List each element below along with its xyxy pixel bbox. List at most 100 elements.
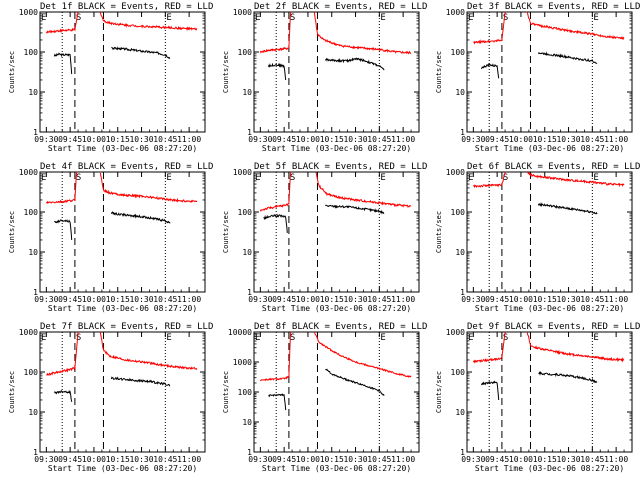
- x-axis-label: Start Time (03-Dec-06 08:27:20): [262, 304, 411, 313]
- x-tick-label: 10:15: [106, 295, 130, 304]
- x-tick-label: 10:45: [580, 135, 604, 144]
- x-axis-label: Start Time (03-Dec-06 08:27:20): [48, 144, 197, 153]
- series-lld-line: [313, 12, 412, 55]
- plot-frame: [39, 171, 206, 293]
- marker-label-start: E: [41, 333, 46, 343]
- x-tick-label: 09:30: [34, 295, 58, 304]
- series-lld-line: [46, 332, 79, 377]
- panel-det-3: Det 3f BLACK = Events, RED = LLD Counts/s…: [435, 2, 640, 153]
- panel-title: Det 2f BLACK = Events, RED = LLD: [254, 2, 427, 12]
- x-tick-label: 09:30: [248, 295, 272, 304]
- panel-title: Det 9f BLACK = Events, RED = LLD: [467, 322, 640, 332]
- y-tick-label: 1: [33, 128, 38, 137]
- y-axis-label: Counts/sec: [222, 371, 230, 413]
- y-tick-label: 10: [242, 418, 252, 427]
- x-tick-label: 10:45: [367, 295, 391, 304]
- y-tick-label: 100: [24, 368, 39, 377]
- series-lld-line: [99, 172, 198, 203]
- y-tick-label: 10: [28, 88, 38, 97]
- x-tick-label: 10:15: [533, 455, 557, 464]
- series-lld-line: [259, 172, 291, 212]
- y-tick-label: 1000: [19, 168, 38, 177]
- panel-det-5: Det 5f BLACK = Events, RED = LLD Counts/s…: [222, 162, 427, 313]
- x-tick-label: 11:00: [604, 135, 628, 144]
- x-tick-label: 10:15: [320, 455, 344, 464]
- y-tick-label: 1: [460, 288, 465, 297]
- plot-frame: [466, 331, 633, 453]
- marker-label-mid: S: [503, 13, 508, 23]
- x-tick-label: 10:45: [367, 455, 391, 464]
- series-lld-line: [315, 172, 412, 208]
- marker-label-mid: S: [290, 13, 295, 23]
- y-axis-label: Counts/sec: [435, 371, 443, 413]
- y-tick-label: 1000: [446, 168, 465, 177]
- x-axis-label: Start Time (03-Dec-06 08:27:20): [262, 144, 411, 153]
- panel-det-7: Det 7f BLACK = Events, RED = LLD Counts/s…: [8, 322, 213, 473]
- series-lld-line: [526, 12, 625, 41]
- x-tick-label: 11:00: [391, 135, 415, 144]
- x-tick-label: 09:45: [58, 295, 82, 304]
- series-lld-line: [259, 332, 291, 382]
- marker-label-start: E: [41, 173, 46, 183]
- x-tick-label: 11:00: [177, 135, 201, 144]
- x-tick-label: 10:30: [129, 455, 153, 464]
- x-axis-label: Start Time (03-Dec-06 08:27:20): [475, 304, 624, 313]
- series-lld-line: [45, 172, 77, 204]
- panel-det-9: Det 9f BLACK = Events, RED = LLD Counts/s…: [435, 322, 640, 473]
- marker-label-end: E: [380, 13, 385, 23]
- x-tick-label: 10:30: [556, 455, 580, 464]
- plot-frame: [253, 11, 420, 133]
- x-tick-label: 10:15: [106, 135, 130, 144]
- marker-label-start: E: [468, 13, 473, 23]
- y-tick-label: 100: [451, 208, 466, 217]
- marker-label-end: E: [593, 333, 598, 343]
- y-tick-label: 1000: [19, 8, 38, 17]
- series-events-line: [537, 51, 598, 64]
- y-tick-label: 1000: [446, 8, 465, 17]
- x-axis-label: Start Time (03-Dec-06 08:27:20): [48, 464, 197, 473]
- x-tick-label: 10:00: [296, 455, 320, 464]
- x-tick-label: 09:45: [58, 455, 82, 464]
- y-axis-label: Counts/sec: [8, 51, 16, 93]
- x-tick-label: 10:45: [153, 295, 177, 304]
- marker-label-start: E: [468, 173, 473, 183]
- y-tick-label: 1000: [446, 328, 465, 337]
- x-axis-label: Start Time (03-Dec-06 08:27:20): [262, 464, 411, 473]
- x-tick-label: 09:45: [485, 455, 509, 464]
- panel-title: Det 8f BLACK = Events, RED = LLD: [254, 322, 427, 332]
- panel-det-6: Det 6f BLACK = Events, RED = LLD Counts/s…: [435, 162, 640, 313]
- marker-label-end: E: [380, 333, 385, 343]
- series-lld-line: [527, 172, 625, 188]
- series-events-line: [263, 213, 288, 233]
- y-axis-label: Counts/sec: [435, 211, 443, 253]
- x-tick-label: 09:30: [248, 455, 272, 464]
- y-tick-label: 1: [33, 448, 38, 457]
- x-tick-label: 09:45: [272, 135, 296, 144]
- panel-title: Det 6f BLACK = Events, RED = LLD: [467, 162, 640, 172]
- y-tick-label: 1: [460, 128, 465, 137]
- panel-det-2: Det 2f BLACK = Events, RED = LLD Counts/s…: [222, 2, 427, 153]
- series-events-line: [324, 57, 385, 71]
- x-tick-label: 09:45: [485, 135, 509, 144]
- marker-label-end: E: [593, 173, 598, 183]
- y-axis-label: Counts/sec: [222, 51, 230, 93]
- x-tick-label: 10:30: [556, 135, 580, 144]
- x-axis-label: Start Time (03-Dec-06 08:27:20): [475, 464, 624, 473]
- y-tick-label: 100: [238, 388, 253, 397]
- y-tick-label: 10: [28, 408, 38, 417]
- x-tick-label: 09:30: [34, 135, 58, 144]
- x-tick-label: 10:30: [343, 135, 367, 144]
- y-tick-label: 10: [455, 88, 465, 97]
- plot-frame: [466, 11, 633, 133]
- y-tick-label: 1000: [233, 168, 252, 177]
- panel-det-1: Det 1f BLACK = Events, RED = LLD Counts/s…: [8, 2, 213, 153]
- panel-title: Det 5f BLACK = Events, RED = LLD: [254, 162, 427, 172]
- marker-label-mid: S: [76, 333, 81, 343]
- series-events-line: [268, 393, 287, 411]
- plot-frame: [466, 171, 633, 293]
- series-events-line: [110, 211, 171, 224]
- series-lld-line: [99, 332, 198, 371]
- x-tick-label: 11:00: [604, 295, 628, 304]
- series-events-line: [111, 46, 171, 59]
- y-tick-label: 10000: [228, 328, 252, 337]
